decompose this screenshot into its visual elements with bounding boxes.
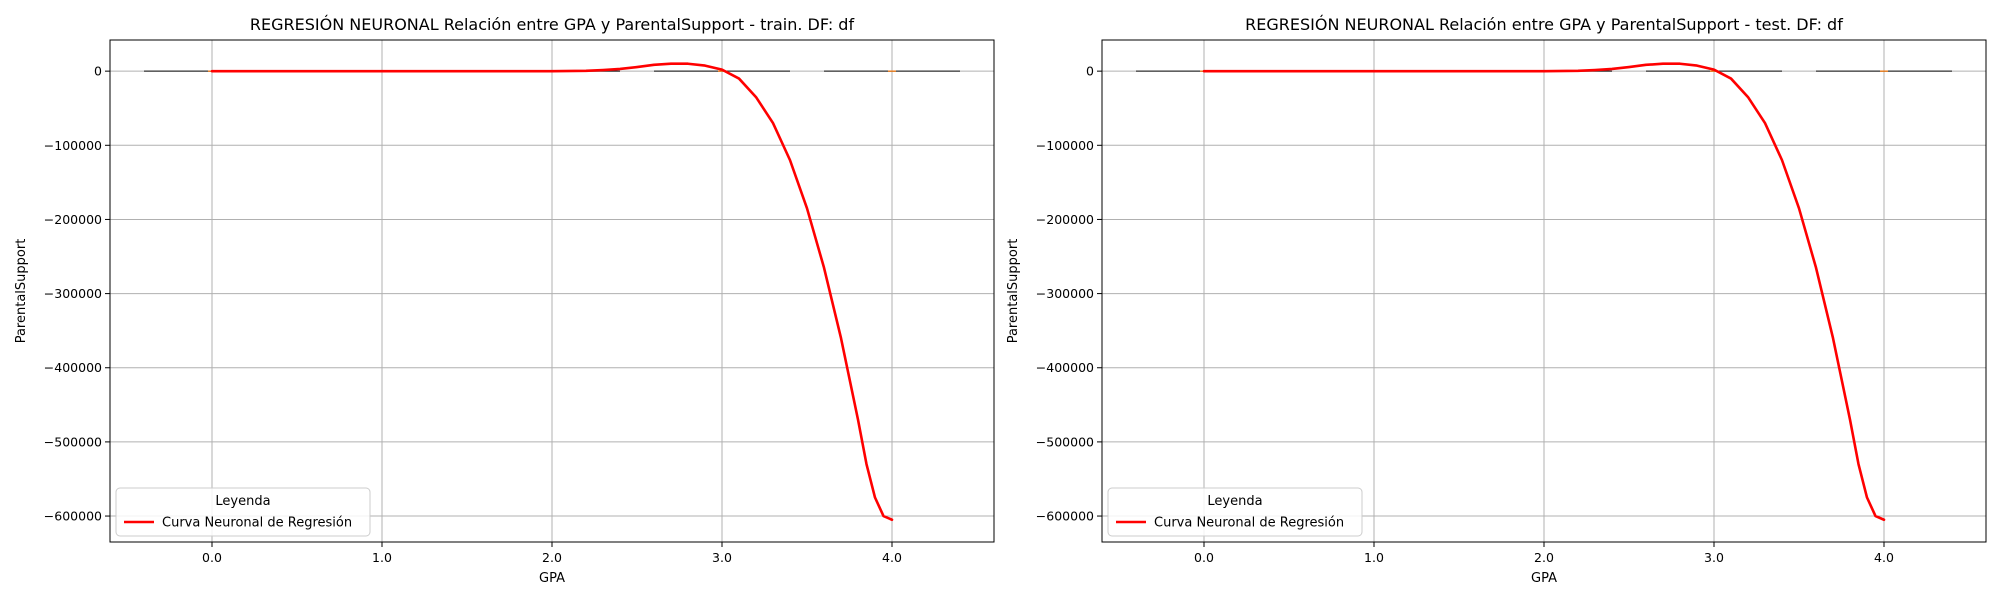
x-tick-label: 2.0 xyxy=(542,550,562,565)
y-tick-label: −600000 xyxy=(44,509,102,524)
y-axis-label: ParentalSupport xyxy=(14,239,29,344)
y-tick-label: 0 xyxy=(94,64,102,79)
legend-label: Curva Neuronal de Regresión xyxy=(1154,516,1344,531)
legend-box xyxy=(115,487,371,537)
legend: Leyenda Curva Neuronal de Regresión xyxy=(1107,487,1363,537)
x-tick-label: 4.0 xyxy=(882,550,902,565)
y-tick-label: −300000 xyxy=(1036,286,1094,301)
y-tick-label: 0 xyxy=(1086,64,1094,79)
y-tick-label: −200000 xyxy=(1036,212,1094,227)
y-tick-label: −600000 xyxy=(1036,509,1094,524)
series-line-regression-curve xyxy=(210,62,894,522)
legend-label: Curva Neuronal de Regresión xyxy=(162,516,352,531)
x-tick-label: 1.0 xyxy=(372,550,392,565)
x-tick-label: 4.0 xyxy=(1874,550,1894,565)
chart-title: REGRESIÓN NEURONAL Relación entre GPA y … xyxy=(250,15,855,34)
x-tick-label: 3.0 xyxy=(712,550,732,565)
x-tick-label: 0.0 xyxy=(1194,550,1214,565)
y-tick-label: −200000 xyxy=(44,212,102,227)
x-tick-label: 2.0 xyxy=(1534,550,1554,565)
chart-panel-train: REGRESIÓN NEURONAL Relación entre GPA y … xyxy=(14,15,995,586)
x-tick-label: 1.0 xyxy=(1364,550,1384,565)
y-tick-label: −500000 xyxy=(1036,434,1094,449)
y-tick-label: −300000 xyxy=(44,286,102,301)
y-axis: 0 −100000 −200000 −300000 −400000 −500000 −600… xyxy=(1036,64,1102,524)
chart-title: REGRESIÓN NEURONAL Relación entre GPA y … xyxy=(1245,15,1843,34)
y-axis: 0 −100000 −200000 −300000 −400000 −500000 −600… xyxy=(44,64,110,524)
x-axis: 0.0 1.0 2.0 3.0 4.0 xyxy=(202,542,902,565)
legend-title: Leyenda xyxy=(215,494,270,509)
x-tick-label: 3.0 xyxy=(1704,550,1724,565)
y-tick-label: −100000 xyxy=(1036,138,1094,153)
x-axis-label: GPA xyxy=(1531,571,1557,586)
x-tick-label: 0.0 xyxy=(202,550,222,565)
series-line-regression-curve xyxy=(1202,62,1886,522)
y-tick-label: −400000 xyxy=(1036,360,1094,375)
legend-title: Leyenda xyxy=(1207,494,1262,509)
y-tick-label: −400000 xyxy=(44,360,102,375)
legend-box xyxy=(1107,487,1363,537)
legend: Leyenda Curva Neuronal de Regresión xyxy=(115,487,371,537)
x-axis-label: GPA xyxy=(539,571,565,586)
chart-panel-test: REGRESIÓN NEURONAL Relación entre GPA y … xyxy=(1006,15,1987,586)
y-tick-label: −100000 xyxy=(44,138,102,153)
y-axis-label: ParentalSupport xyxy=(1006,239,1021,344)
y-tick-label: −500000 xyxy=(44,434,102,449)
x-axis: 0.0 1.0 2.0 3.0 4.0 xyxy=(1194,542,1894,565)
